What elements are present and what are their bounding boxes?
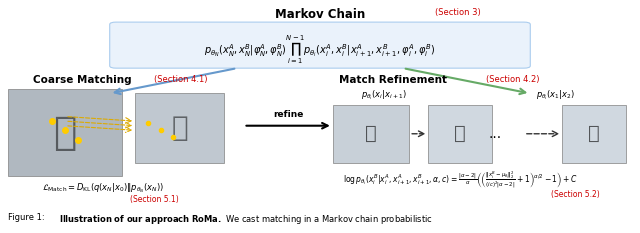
Text: Markov Chain: Markov Chain (275, 8, 365, 21)
FancyBboxPatch shape (135, 93, 225, 163)
Text: Figure 1:: Figure 1: (8, 213, 47, 222)
Text: ...: ... (489, 127, 502, 141)
Text: $\mathcal{L}_{\mathrm{Match}} = D_{\mathrm{KL}}(q(x_N | x_0) \| p_{\theta_N}(x_N: $\mathcal{L}_{\mathrm{Match}} = D_{\math… (42, 181, 164, 195)
Text: 🏛: 🏛 (365, 124, 377, 143)
Text: (Section 3): (Section 3) (435, 8, 481, 17)
Text: Coarse Matching: Coarse Matching (33, 75, 132, 85)
Text: (Section 4.1): (Section 4.1) (154, 75, 208, 84)
Text: $\bf{Illustration\ of\ our\ approach\ RoMa.}$ We cast matching in a Markov chain: $\bf{Illustration\ of\ our\ approach\ Ro… (59, 213, 433, 226)
FancyBboxPatch shape (333, 105, 409, 163)
Text: refine: refine (273, 110, 303, 119)
Text: $p_{\theta_N}(x_N^A, x_N^B | \varphi_N^A, \varphi_N^B)\prod_{i=1}^{N-1} p_{\thet: $p_{\theta_N}(x_N^A, x_N^B | \varphi_N^A… (204, 34, 436, 66)
FancyBboxPatch shape (562, 105, 626, 163)
Text: 🏛: 🏛 (588, 124, 600, 143)
Text: $p_{\theta_i}(x_1 | x_2)$: $p_{\theta_i}(x_1 | x_2)$ (536, 89, 575, 103)
Text: 🏛: 🏛 (53, 114, 77, 152)
Text: 🏛: 🏛 (454, 124, 466, 143)
FancyBboxPatch shape (8, 89, 122, 176)
Text: (Section 5.1): (Section 5.1) (130, 195, 179, 204)
Text: $p_{\theta_i}(x_i | x_{i+1})$: $p_{\theta_i}(x_i | x_{i+1})$ (361, 89, 406, 103)
Text: (Section 4.2): (Section 4.2) (486, 75, 539, 84)
FancyBboxPatch shape (109, 22, 531, 68)
FancyBboxPatch shape (428, 105, 492, 163)
Text: (Section 5.2): (Section 5.2) (550, 190, 599, 199)
Text: $\log p_{\theta_i}(x_i^B | x_i^A, x_{i+1}^A, x_{i+1}^B, \alpha, c) = \frac{|\alp: $\log p_{\theta_i}(x_i^B | x_i^A, x_{i+1… (342, 169, 578, 191)
Text: Match Refinement: Match Refinement (339, 75, 447, 85)
Text: 🏛: 🏛 (172, 114, 188, 142)
